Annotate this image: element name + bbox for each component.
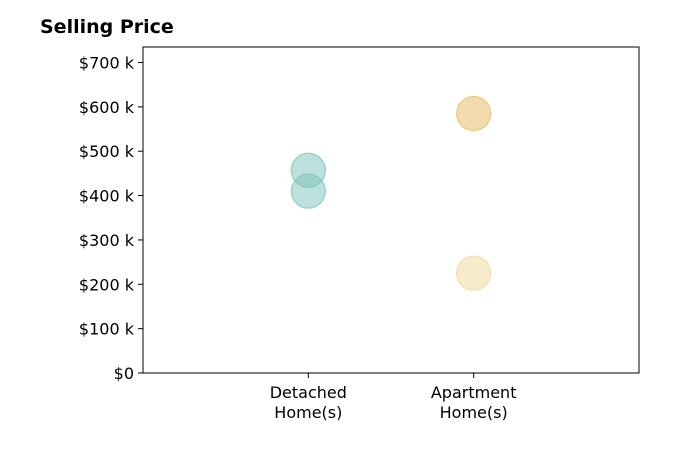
y-axis: $0 $100 k $200 k $300 k $400 k $500 k $600 k $7… — [79, 54, 143, 383]
x-tick-label: Home(s) — [274, 403, 342, 422]
data-points — [290, 95, 492, 291]
y-tick-label: $200 k — [79, 275, 135, 294]
y-tick-label: $400 k — [79, 187, 135, 206]
plot-frame — [142, 46, 640, 374]
y-tick-label: $300 k — [79, 231, 135, 250]
y-tick-label: $500 k — [79, 142, 135, 161]
x-tick-label: Detached — [270, 383, 347, 402]
scatter-point — [455, 255, 492, 291]
chart-title: Selling Price — [40, 16, 174, 38]
x-tick-label: Apartment — [431, 383, 517, 402]
scatter-point — [290, 173, 327, 209]
scatter-point — [455, 95, 492, 132]
y-tick-label: $0 — [114, 364, 134, 383]
x-tick-label: Home(s) — [440, 403, 508, 422]
y-tick-label: $700 k — [79, 54, 135, 73]
y-tick-label: $600 k — [79, 98, 135, 117]
y-tick-label: $100 k — [79, 320, 135, 339]
